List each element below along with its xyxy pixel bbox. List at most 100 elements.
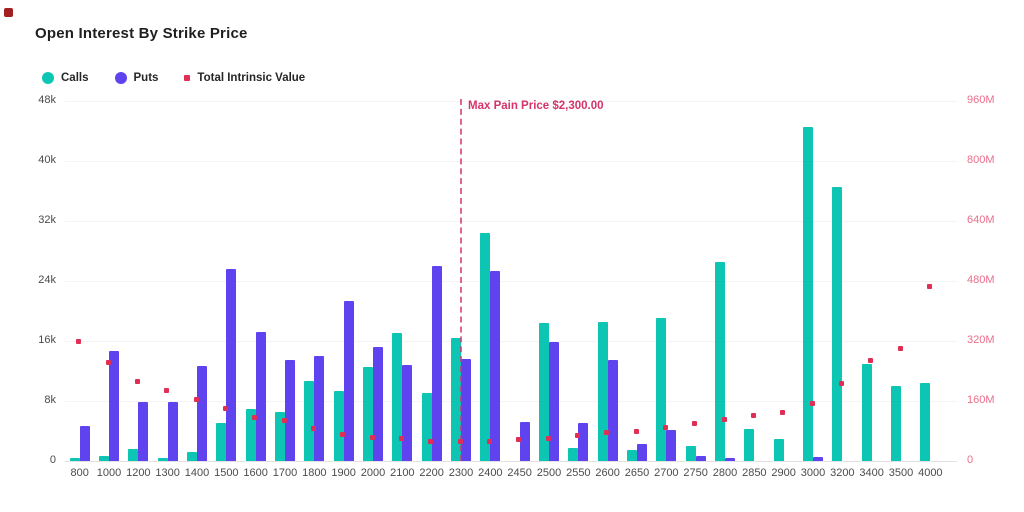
x-axis-tick: 1400 <box>184 467 210 479</box>
max-pain-line <box>460 99 462 461</box>
y-axis-left-tick: 24k <box>38 274 56 286</box>
bar-calls-2800 <box>715 262 725 461</box>
x-axis-tick: 2300 <box>448 467 474 479</box>
y-axis-right-tick: 320M <box>967 334 995 346</box>
x-axis-tick: 2750 <box>683 467 708 479</box>
tiv-dot-1700 <box>281 418 287 424</box>
tiv-dot-3400 <box>868 358 874 364</box>
bar-puts-2600 <box>607 359 618 461</box>
bar-calls-1600 <box>245 409 256 461</box>
y-axis-left-tick: 16k <box>38 334 56 346</box>
tiv-dot-1000 <box>105 359 111 365</box>
legend-label-puts: Puts <box>133 72 159 84</box>
bar-puts-1300 <box>167 401 178 461</box>
bar-calls-2750 <box>685 446 696 461</box>
y-axis-left-tick: 0 <box>49 454 56 466</box>
tiv-dot-3200 <box>838 380 844 386</box>
x-axis-tick: 2650 <box>624 467 650 479</box>
tiv-dot-2650 <box>633 428 639 434</box>
bar-puts-1600 <box>255 332 266 461</box>
bar-calls-2850 <box>744 428 755 461</box>
bar-calls-2700 <box>656 317 667 461</box>
x-axis-tick: 2900 <box>771 467 796 479</box>
bar-calls-1700 <box>275 412 285 461</box>
bar-puts-2000 <box>373 347 383 461</box>
x-axis-tick: 3200 <box>830 467 855 479</box>
legend-item-tiv[interactable]: Total Intrinsic Value <box>184 72 305 84</box>
tiv-dot-2900 <box>780 409 786 415</box>
tiv-dot-3500 <box>897 346 903 352</box>
bar-calls-1000 <box>99 455 109 461</box>
tiv-dot-2100 <box>398 436 404 442</box>
bar-calls-3400 <box>861 364 872 461</box>
y-axis-right-tick: 960M <box>967 94 995 106</box>
tiv-dot-2200 <box>428 439 434 444</box>
x-axis-tick: 1300 <box>155 467 180 479</box>
tiv-dot-1500 <box>222 406 228 412</box>
tiv-dot-2400 <box>486 438 492 444</box>
x-axis-tick: 2200 <box>419 467 444 479</box>
bar-puts-1800 <box>314 356 325 461</box>
x-axis-tick: 2450 <box>507 467 532 479</box>
bar-calls-1500 <box>216 422 227 461</box>
bar-puts-2550 <box>578 422 589 461</box>
x-axis-tick: 3400 <box>859 467 884 479</box>
bar-calls-2550 <box>568 447 579 461</box>
chart-title: Open Interest By Strike Price <box>35 25 248 42</box>
bar-puts-2700 <box>666 429 677 461</box>
y-axis-right-tick: 0 <box>967 454 974 466</box>
tiv-dot-2700 <box>662 424 668 430</box>
x-axis-tick: 1500 <box>214 467 239 479</box>
bar-puts-2400 <box>490 271 501 461</box>
x-axis-tick: 1000 <box>96 467 122 479</box>
legend: Calls Puts Total Intrinsic Value <box>42 72 305 84</box>
x-axis-tick: 3000 <box>800 467 826 479</box>
bar-puts-2650 <box>637 443 647 461</box>
y-axis-right-tick: 160M <box>967 394 995 406</box>
bar-calls-1900 <box>333 391 344 461</box>
bar-puts-1000 <box>109 350 119 461</box>
max-pain-label: Max Pain Price $2,300.00 <box>468 100 604 112</box>
tiv-dot-2750 <box>692 421 698 426</box>
corner-artifact <box>4 8 13 17</box>
gridline <box>65 281 957 282</box>
tiv-dot-2000 <box>369 435 375 441</box>
x-axis-tick: 2000 <box>360 467 386 479</box>
x-axis-tick: 2700 <box>654 467 679 479</box>
tiv-dot-2550 <box>574 433 580 439</box>
bar-puts-800 <box>79 425 90 461</box>
calls-swatch-icon <box>42 72 54 84</box>
bar-calls-2100 <box>392 332 403 461</box>
bar-puts-3000 <box>813 456 823 461</box>
legend-item-calls[interactable]: Calls <box>42 72 89 84</box>
y-axis-left-tick: 40k <box>38 154 56 166</box>
tiv-dot-1300 <box>164 388 170 394</box>
x-axis-tick: 4000 <box>918 467 943 479</box>
legend-item-puts[interactable]: Puts <box>114 72 159 84</box>
bar-calls-2650 <box>627 449 637 461</box>
tiv-dot-1600 <box>252 414 258 420</box>
bar-puts-1700 <box>285 359 295 461</box>
gridline <box>65 461 957 462</box>
bar-calls-2500 <box>539 323 549 461</box>
x-axis-tick: 3500 <box>888 467 914 479</box>
y-axis-left-tick: 32k <box>38 214 56 226</box>
bar-calls-2200 <box>421 392 432 461</box>
legend-label-calls: Calls <box>61 72 89 84</box>
x-axis-tick: 2600 <box>595 467 620 479</box>
tiv-dot-1400 <box>193 397 199 403</box>
bar-calls-2300 <box>451 338 461 461</box>
y-axis-right-tick: 800M <box>967 154 995 166</box>
tiv-dot-1800 <box>310 426 316 432</box>
bar-puts-2500 <box>549 341 559 461</box>
bar-puts-1200 <box>138 401 149 461</box>
bar-calls-2900 <box>773 439 784 461</box>
bar-puts-2800 <box>725 458 735 461</box>
gridline <box>65 341 957 342</box>
x-axis-tick: 2100 <box>390 467 415 479</box>
bar-calls-1300 <box>157 458 168 461</box>
bar-calls-4000 <box>920 383 931 461</box>
bar-calls-3000 <box>803 127 813 461</box>
tiv-dot-1900 <box>340 431 346 437</box>
